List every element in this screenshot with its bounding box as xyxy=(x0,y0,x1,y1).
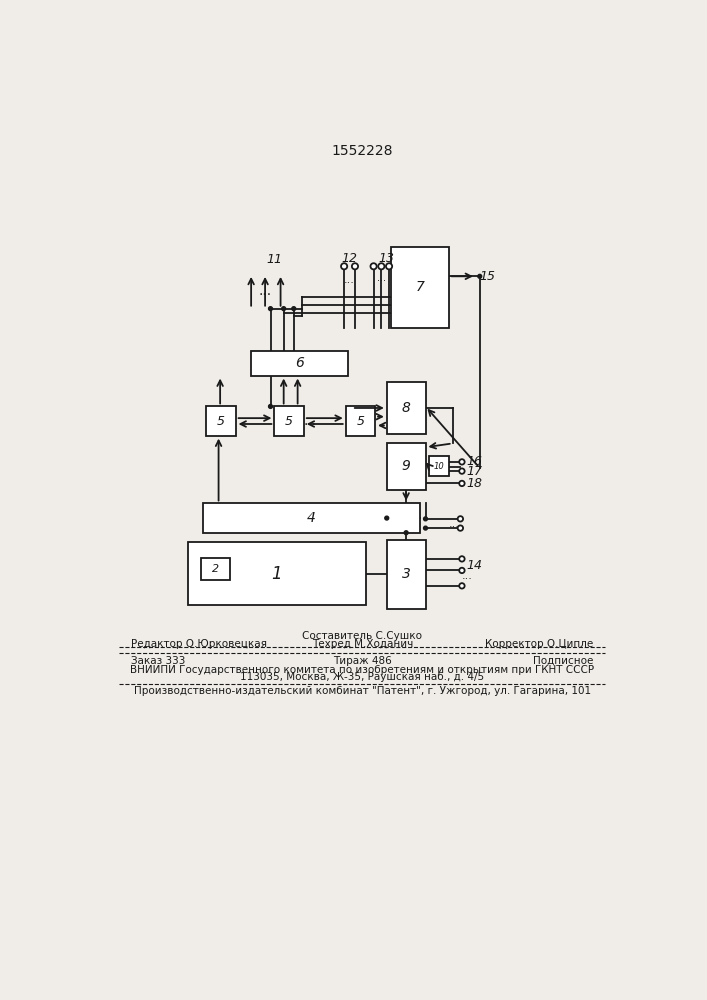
Circle shape xyxy=(404,531,408,535)
Text: 16: 16 xyxy=(467,455,483,468)
Text: 18: 18 xyxy=(467,477,483,490)
Circle shape xyxy=(352,263,358,269)
Text: Тираж 486: Тираж 486 xyxy=(333,656,392,666)
Text: 13: 13 xyxy=(378,252,394,265)
Circle shape xyxy=(281,307,286,311)
Text: 14: 14 xyxy=(467,559,483,572)
Circle shape xyxy=(457,516,463,522)
Text: ...: ... xyxy=(344,275,355,285)
Text: 2: 2 xyxy=(212,564,219,574)
Circle shape xyxy=(292,307,296,311)
Bar xyxy=(429,456,449,476)
Bar xyxy=(387,443,426,490)
Circle shape xyxy=(370,263,377,269)
Circle shape xyxy=(460,468,464,474)
Circle shape xyxy=(460,481,464,486)
Circle shape xyxy=(269,307,272,311)
Text: 11: 11 xyxy=(267,253,282,266)
Text: 8: 8 xyxy=(402,401,411,415)
Text: Составитель С.Сушко: Составитель С.Сушко xyxy=(303,631,422,641)
Bar xyxy=(391,247,449,328)
Text: ...: ... xyxy=(377,273,386,283)
Bar xyxy=(251,351,348,376)
Text: 4: 4 xyxy=(307,511,316,525)
Bar xyxy=(206,406,235,436)
Text: 17: 17 xyxy=(467,465,483,478)
Circle shape xyxy=(341,263,347,269)
Text: ...: ... xyxy=(462,571,473,581)
Bar xyxy=(387,382,426,434)
Circle shape xyxy=(478,274,481,278)
Circle shape xyxy=(386,263,392,269)
Circle shape xyxy=(460,583,464,589)
Text: 6: 6 xyxy=(295,356,304,370)
Circle shape xyxy=(423,526,428,530)
Circle shape xyxy=(378,263,385,269)
Text: Редактор О.Юрковецкая: Редактор О.Юрковецкая xyxy=(131,639,267,649)
Bar xyxy=(201,558,230,580)
Circle shape xyxy=(269,405,272,408)
Text: Заказ 333: Заказ 333 xyxy=(131,656,185,666)
Bar xyxy=(346,406,375,436)
Text: 15: 15 xyxy=(480,270,496,283)
Bar xyxy=(203,503,420,533)
Text: ...: ... xyxy=(259,284,271,298)
Text: ...: ... xyxy=(303,414,317,428)
Bar xyxy=(274,406,304,436)
Text: 12: 12 xyxy=(341,252,358,265)
Text: Производственно-издательский комбинат "Патент", г. Ужгород, ул. Гагарина, 101: Производственно-издательский комбинат "П… xyxy=(134,686,591,696)
Text: 1: 1 xyxy=(271,565,282,583)
Text: 5: 5 xyxy=(285,415,293,428)
Text: ...: ... xyxy=(449,519,460,529)
Text: 1552228: 1552228 xyxy=(332,144,393,158)
Circle shape xyxy=(460,568,464,573)
Text: Корректор О.Ципле: Корректор О.Ципле xyxy=(486,639,594,649)
Text: 3: 3 xyxy=(402,567,411,581)
Circle shape xyxy=(460,459,464,465)
Text: ВНИИПИ Государственного комитета по изобретениям и открытиям при ГКНТ СССР: ВНИИПИ Государственного комитета по изоб… xyxy=(130,665,595,675)
Text: 10: 10 xyxy=(433,462,445,471)
Circle shape xyxy=(457,525,463,531)
Text: Подписное: Подписное xyxy=(533,656,594,666)
Text: 5: 5 xyxy=(217,415,225,428)
Text: 5: 5 xyxy=(356,415,364,428)
Circle shape xyxy=(423,517,428,521)
Circle shape xyxy=(385,516,389,520)
Bar xyxy=(187,542,366,605)
Text: 113035, Москва, Ж-35, Раушская наб., д. 4/5: 113035, Москва, Ж-35, Раушская наб., д. … xyxy=(240,672,484,682)
Bar xyxy=(387,540,426,609)
Circle shape xyxy=(460,556,464,562)
Text: Техред М.Ходанич: Техред М.Ходанич xyxy=(312,639,413,649)
Text: 9: 9 xyxy=(402,460,411,474)
Text: 7: 7 xyxy=(415,280,424,294)
